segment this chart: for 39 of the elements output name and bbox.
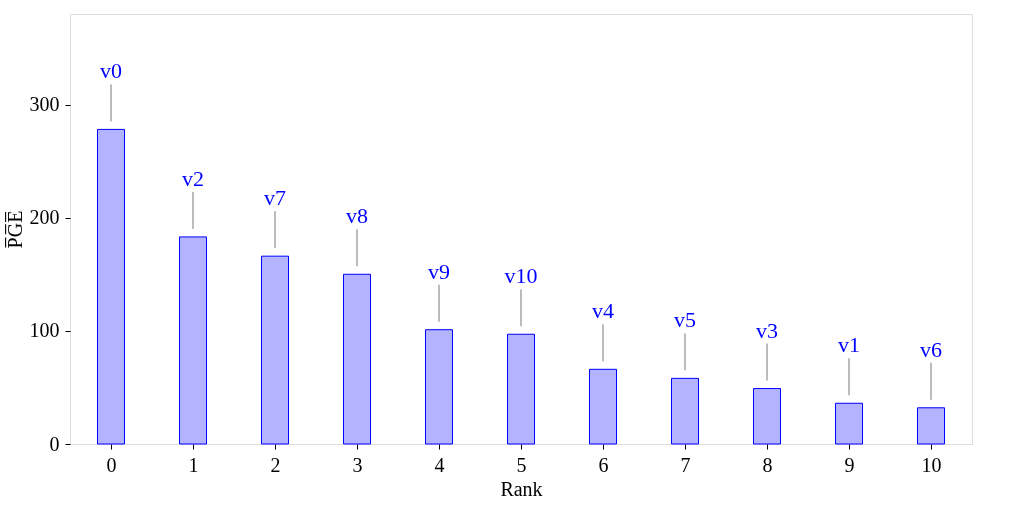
annotation: v4 bbox=[592, 298, 614, 324]
x-tick-label: 7 bbox=[680, 453, 691, 476]
x-axis-title: Rank bbox=[500, 477, 543, 500]
x-tick-label: 4 bbox=[434, 453, 445, 476]
annotation: v0 bbox=[100, 58, 122, 84]
bar bbox=[671, 377, 699, 445]
x-tick-label: 3 bbox=[352, 453, 363, 476]
y-tick-label: 300 bbox=[29, 93, 60, 116]
y-tick-label: 0 bbox=[49, 432, 60, 455]
x-tick-label: 5 bbox=[516, 453, 527, 476]
x-tick-label: 1 bbox=[188, 453, 199, 476]
y-tick-label: 200 bbox=[29, 206, 60, 229]
x-tick-label: 2 bbox=[270, 453, 281, 476]
x-tick-label: 8 bbox=[762, 453, 773, 476]
bar bbox=[917, 407, 945, 445]
x-tick-label: 6 bbox=[598, 453, 609, 476]
bar bbox=[425, 329, 453, 445]
x-tick-label: 0 bbox=[106, 453, 117, 476]
bar bbox=[589, 368, 617, 445]
x-tick-label: 10 bbox=[921, 453, 942, 476]
annotation: v2 bbox=[182, 165, 204, 191]
annotation: v1 bbox=[838, 332, 860, 358]
bar bbox=[97, 128, 125, 445]
annotation: v9 bbox=[428, 258, 450, 284]
annotation: v5 bbox=[674, 307, 696, 333]
annotation: v7 bbox=[264, 185, 286, 211]
y-axis-title: P̅G̅E̅ bbox=[3, 210, 26, 249]
y-tick-label: 100 bbox=[29, 319, 60, 342]
bar bbox=[179, 236, 207, 445]
bar bbox=[835, 402, 863, 445]
annotation: v6 bbox=[920, 336, 942, 362]
x-tick-label: 9 bbox=[844, 453, 855, 476]
bar bbox=[507, 333, 535, 445]
annotation: v3 bbox=[756, 317, 778, 343]
bar bbox=[343, 273, 371, 445]
bar bbox=[753, 388, 781, 445]
annotation: v10 bbox=[504, 263, 538, 289]
annotation: v8 bbox=[346, 203, 368, 229]
bar bbox=[261, 255, 289, 445]
